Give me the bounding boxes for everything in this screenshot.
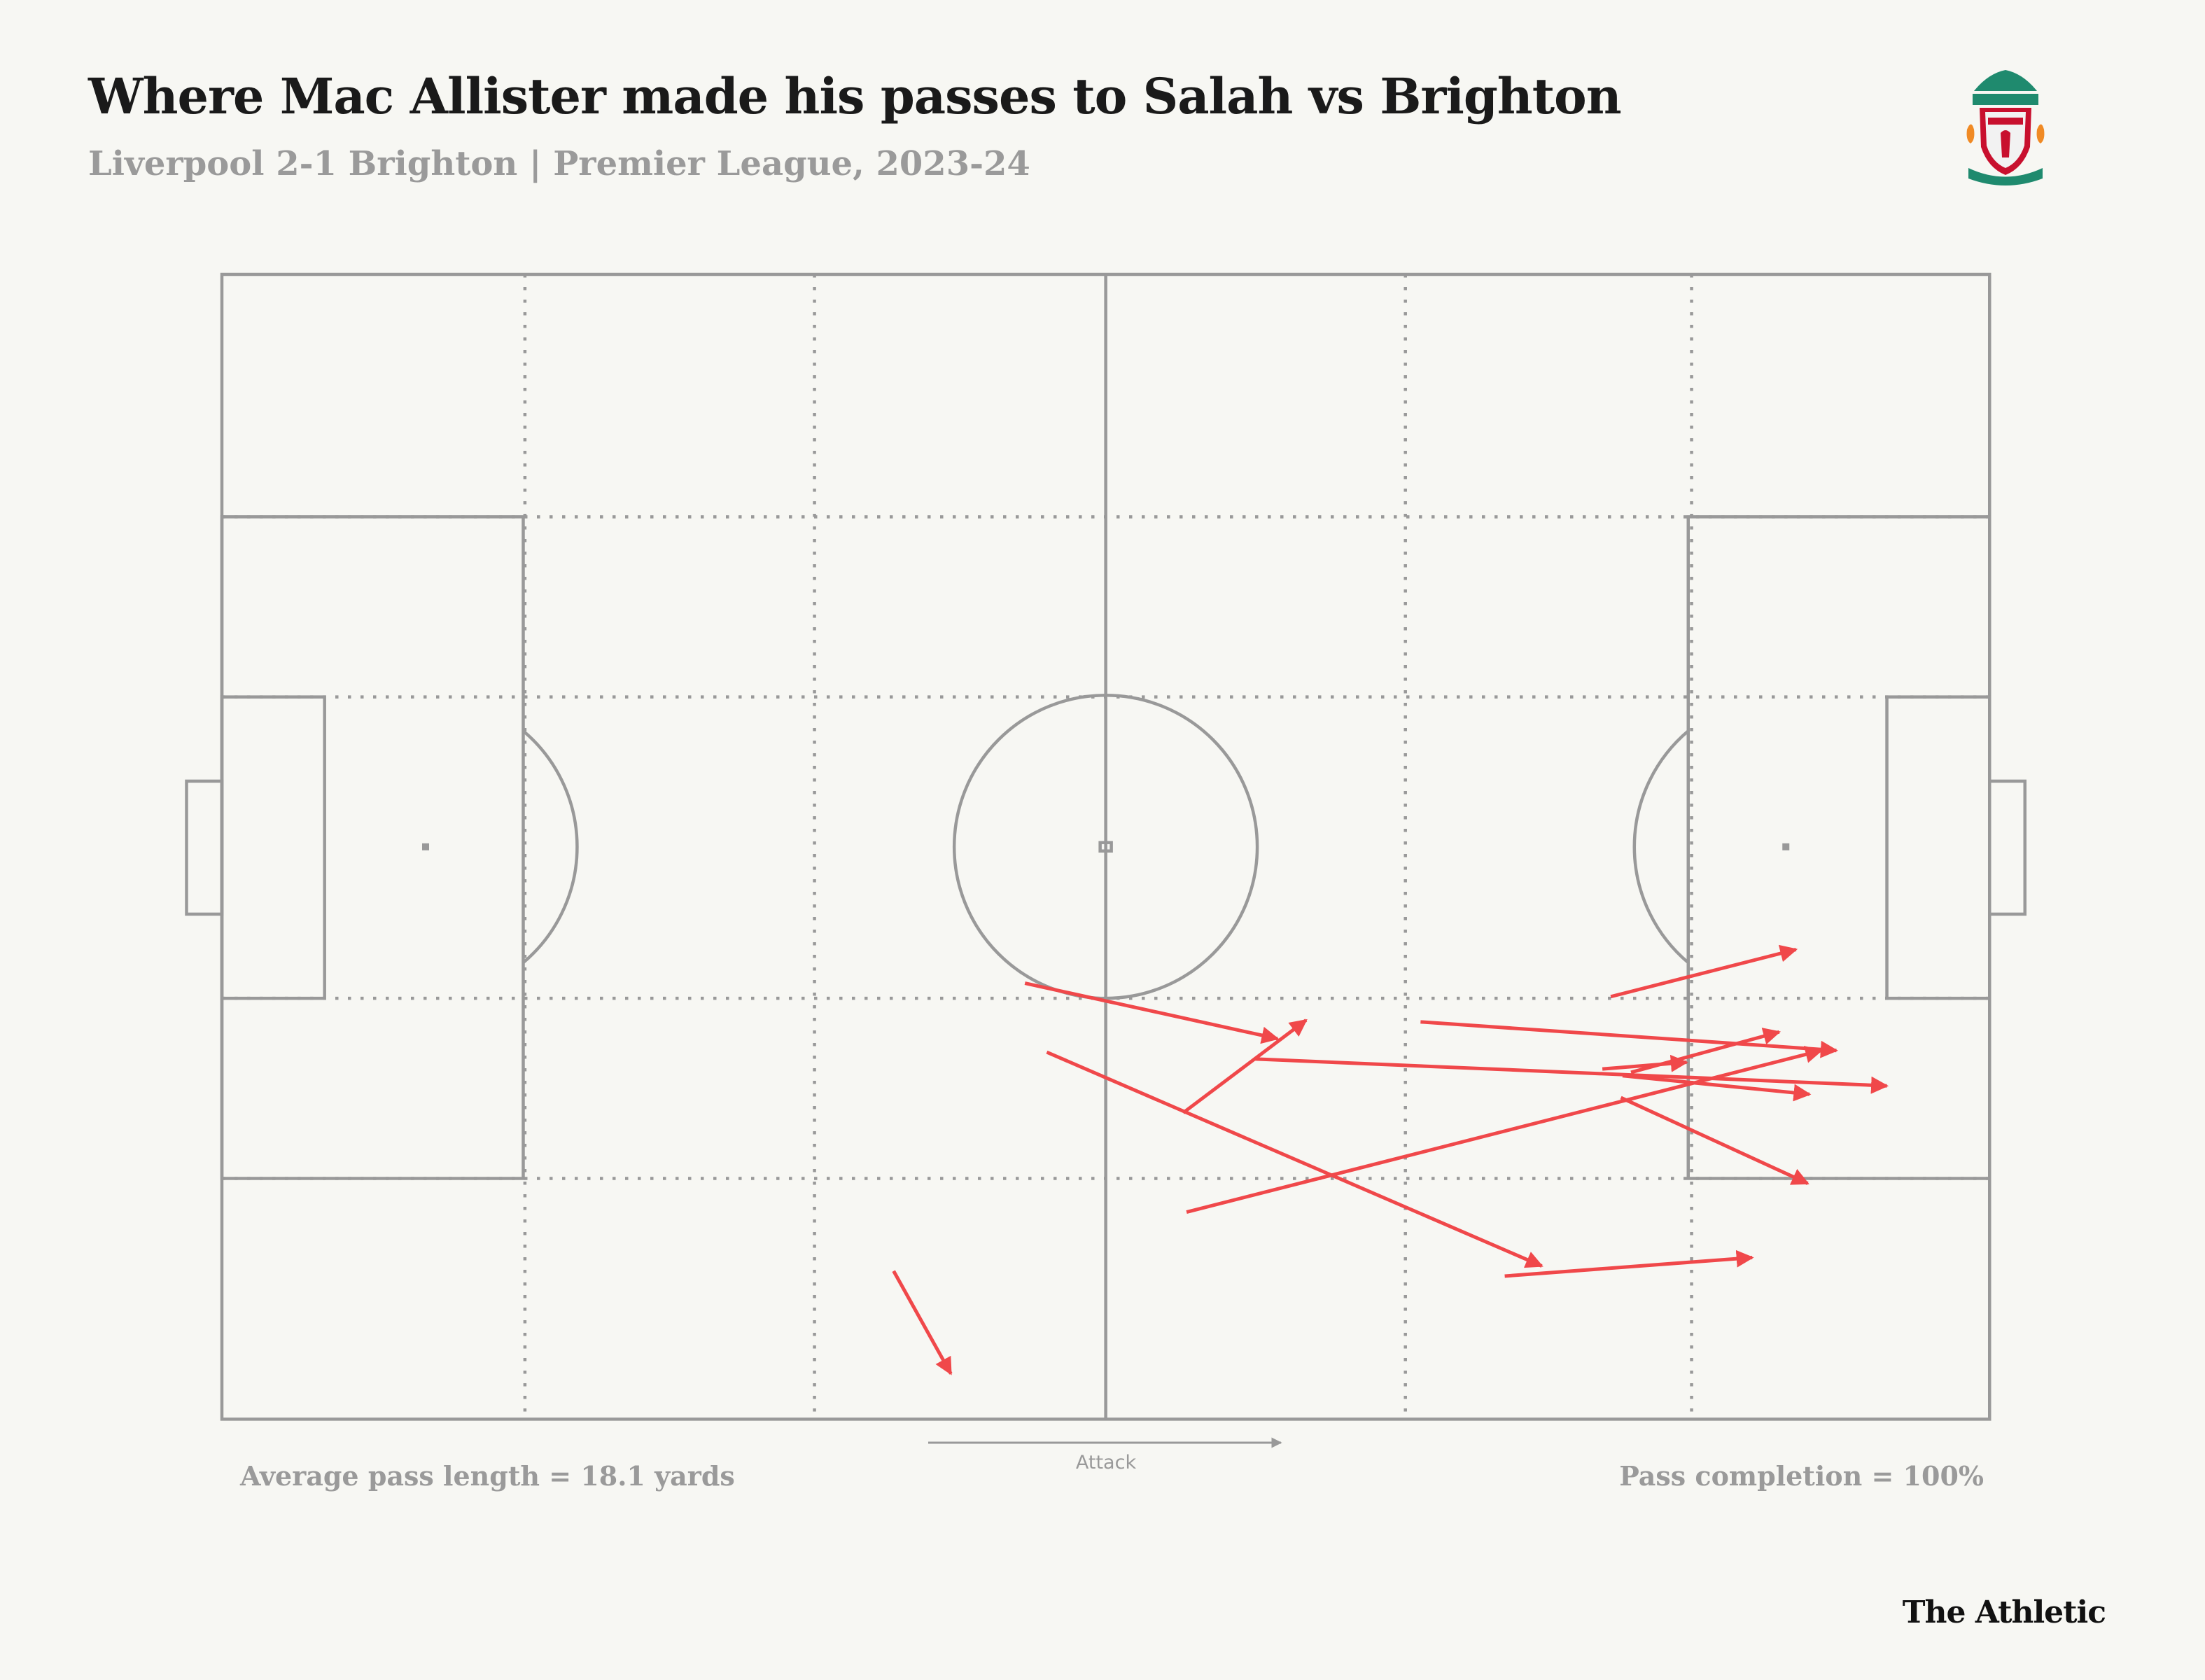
penalty-spot-left — [422, 843, 430, 850]
pass-arrow — [892, 1270, 953, 1376]
penalty-spot-right — [1782, 843, 1790, 850]
attack-label: Attack — [1076, 1452, 1137, 1474]
chart-title: Where Mac Allister made his passes to Sa… — [88, 67, 1622, 125]
pass-arrow — [1182, 1018, 1308, 1114]
penalty-arc-right — [1632, 729, 1690, 964]
six-yard-box-left — [220, 695, 326, 1000]
goal-left — [185, 779, 224, 916]
chart-subtitle: Liverpool 2-1 Brighton | Premier League,… — [88, 144, 1030, 183]
pass-arrow — [1046, 1050, 1544, 1268]
pass-completion: Pass completion = 100% — [1619, 1460, 1984, 1492]
pass-arrow — [1610, 944, 1798, 999]
pass-arrow — [1602, 1054, 1688, 1072]
the-athletic-logo: The Athletic — [1902, 1595, 2106, 1630]
pass-arrow — [1622, 1074, 1812, 1102]
pass-arrows — [892, 944, 1889, 1376]
pass-arrow — [1420, 1020, 1838, 1058]
average-pass-length: Average pass length = 18.1 yards — [240, 1460, 735, 1492]
penalty-arc-left — [522, 729, 579, 964]
pass-arrow — [1630, 1028, 1782, 1074]
penalty-box-left — [220, 515, 525, 1180]
goal-right — [1988, 779, 2027, 916]
pitch-markings — [185, 272, 2027, 1421]
centre-spot — [1098, 841, 1113, 853]
liverpool-crest-logo — [1966, 70, 2045, 186]
six-yard-box-right — [1885, 695, 1991, 1000]
pass-arrow — [1504, 1250, 1754, 1278]
pass-arrow — [1620, 1096, 1809, 1185]
centre-circle — [952, 693, 1259, 1000]
pass-arrow — [1024, 981, 1280, 1044]
pass-arrow — [1186, 1046, 1823, 1214]
pass-arrow — [1254, 1057, 1889, 1094]
